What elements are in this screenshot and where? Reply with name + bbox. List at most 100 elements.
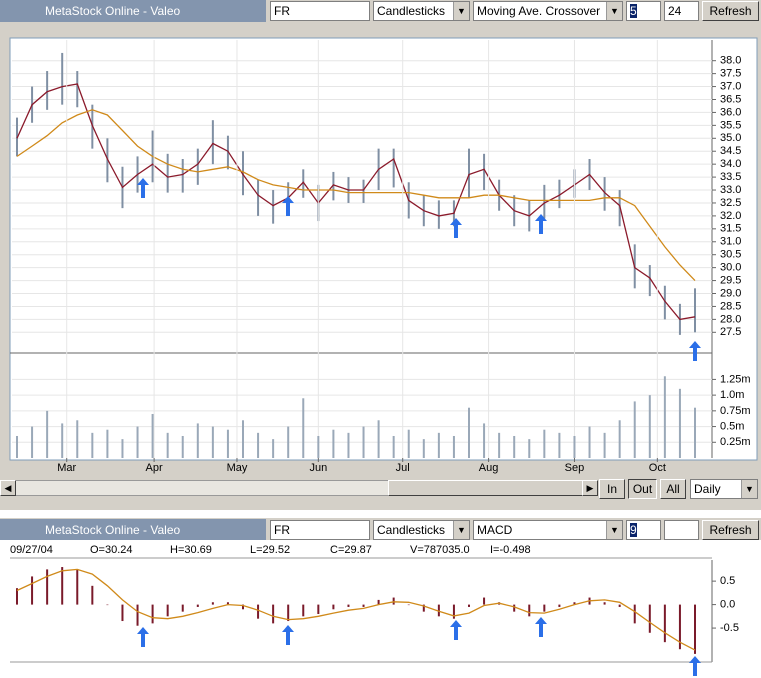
y-tick-label: 31.5 bbox=[720, 223, 741, 235]
bar bbox=[136, 426, 139, 458]
info-date: 09/27/04 bbox=[10, 544, 53, 556]
plot-layers: 27.528.028.529.029.530.030.531.031.532.0… bbox=[12, 40, 751, 654]
bar bbox=[287, 604, 290, 622]
bar bbox=[468, 407, 470, 458]
style-select[interactable]: Candlesticks bbox=[373, 1, 470, 21]
scroll-right[interactable]: ▶ bbox=[582, 480, 598, 496]
param-value: 9 bbox=[630, 523, 637, 537]
y-tick-label: 32.0 bbox=[720, 210, 741, 222]
bar bbox=[558, 432, 561, 458]
indicator-select[interactable]: MACD bbox=[473, 520, 623, 540]
bar bbox=[437, 604, 440, 617]
bar bbox=[136, 604, 139, 626]
bar bbox=[61, 567, 64, 605]
signal-arrow bbox=[535, 617, 547, 637]
bar bbox=[483, 423, 486, 458]
bar bbox=[377, 420, 380, 458]
chart-area bbox=[0, 540, 761, 678]
y-tick-label: 0.0 bbox=[720, 599, 735, 611]
bar bbox=[16, 588, 18, 605]
bar bbox=[528, 439, 531, 458]
bar bbox=[618, 420, 621, 458]
refresh-button[interactable]: Refresh bbox=[702, 1, 759, 21]
period-select[interactable]: Daily bbox=[690, 479, 758, 499]
y-tick-label: 1.0m bbox=[720, 389, 744, 401]
bar bbox=[302, 604, 305, 617]
y-tick-label: 1.25m bbox=[720, 373, 751, 385]
bar bbox=[663, 604, 666, 643]
bar bbox=[211, 426, 214, 458]
bar bbox=[347, 432, 350, 458]
bar bbox=[648, 395, 651, 458]
bar bbox=[257, 604, 260, 619]
indicator-select[interactable]: Moving Ave. Crossover bbox=[473, 1, 623, 21]
bar bbox=[377, 599, 380, 605]
bar bbox=[196, 604, 199, 607]
bar bbox=[663, 376, 666, 458]
y-tick-label: 0.25m bbox=[720, 436, 751, 448]
bar bbox=[513, 435, 516, 458]
line bbox=[16, 109, 696, 282]
bar bbox=[181, 604, 184, 612]
bar bbox=[166, 432, 169, 458]
y-tick-label: 37.5 bbox=[720, 68, 741, 80]
bar bbox=[483, 597, 486, 605]
symbol-input[interactable]: FR bbox=[270, 1, 370, 21]
y-tick-label: 36.0 bbox=[720, 106, 741, 118]
zoom-in-button[interactable]: In bbox=[599, 479, 625, 499]
y-tick-label: 36.5 bbox=[720, 93, 741, 105]
bar bbox=[166, 604, 169, 617]
bar bbox=[31, 426, 34, 458]
bar bbox=[543, 429, 546, 458]
bar bbox=[181, 435, 184, 458]
bar bbox=[452, 435, 455, 458]
param-input[interactable] bbox=[664, 520, 699, 540]
style-select[interactable]: Candlesticks bbox=[373, 520, 470, 540]
bar bbox=[196, 423, 199, 458]
bar bbox=[226, 429, 229, 458]
param-input[interactable]: 5 bbox=[626, 1, 661, 21]
bar bbox=[558, 604, 561, 607]
bar bbox=[257, 432, 260, 458]
y-tick-label: 0.5 bbox=[720, 575, 735, 587]
bar bbox=[272, 604, 275, 624]
param-input[interactable]: 24 bbox=[664, 1, 699, 21]
y-tick-label: 32.5 bbox=[720, 197, 741, 209]
y-tick-label: 33.0 bbox=[720, 184, 741, 196]
bar bbox=[362, 604, 365, 607]
separator bbox=[0, 510, 761, 518]
bar bbox=[332, 429, 335, 458]
bar bbox=[407, 429, 410, 458]
all-button[interactable]: All bbox=[660, 479, 686, 499]
bar bbox=[422, 604, 425, 612]
param-value: 5 bbox=[630, 4, 637, 18]
y-tick-label: 30.5 bbox=[720, 249, 741, 261]
bar bbox=[362, 426, 365, 458]
bar bbox=[678, 388, 681, 458]
refresh-button[interactable]: Refresh bbox=[702, 520, 759, 540]
window-title: MetaStock Online - Valeo bbox=[0, 0, 266, 22]
y-tick-label: 27.5 bbox=[720, 326, 741, 338]
bar bbox=[392, 435, 395, 458]
zoom-out-button[interactable]: Out bbox=[628, 479, 657, 499]
bar bbox=[588, 426, 591, 458]
bar bbox=[91, 432, 94, 458]
bar bbox=[694, 604, 696, 654]
bar bbox=[61, 423, 64, 458]
bar bbox=[302, 398, 305, 458]
scroll-left[interactable]: ◀ bbox=[0, 480, 16, 496]
symbol-input[interactable]: FR bbox=[270, 520, 370, 540]
signal-arrow bbox=[282, 196, 294, 216]
signal-arrow bbox=[450, 620, 462, 640]
info-close: C=29.87 bbox=[330, 544, 372, 556]
y-tick-label: 29.0 bbox=[720, 287, 741, 299]
y-tick-label: 28.5 bbox=[720, 300, 741, 312]
bar bbox=[468, 604, 470, 607]
y-tick-label: -0.5 bbox=[720, 622, 739, 634]
param-input[interactable]: 9 bbox=[626, 520, 661, 540]
bar bbox=[437, 432, 440, 458]
bar bbox=[272, 439, 275, 458]
bar bbox=[332, 604, 335, 610]
info-open: O=30.24 bbox=[90, 544, 133, 556]
signal-arrow bbox=[282, 625, 294, 645]
